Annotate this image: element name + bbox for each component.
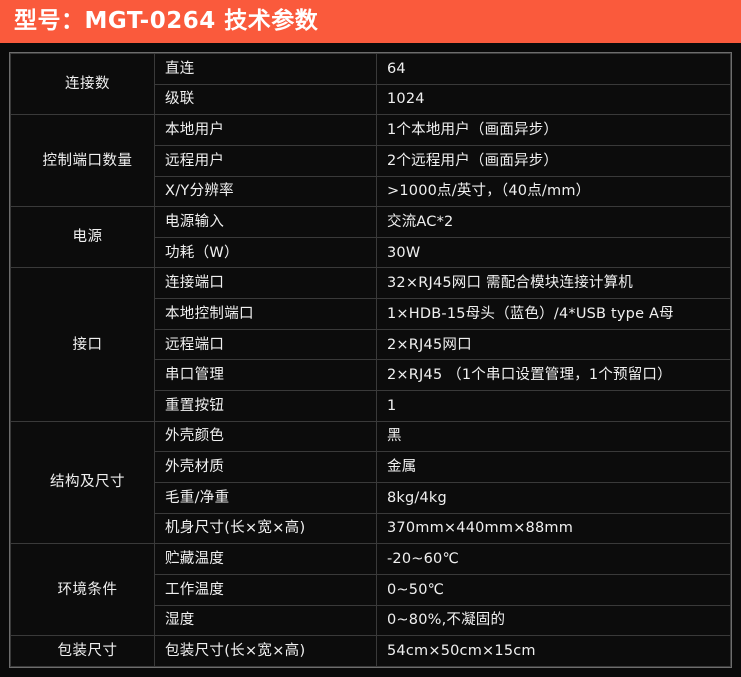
spec-item-value: 54cm×50cm×15cm bbox=[376, 635, 731, 667]
table-row: 串口管理 2×RJ45 （1个串口设置管理，1个预留口） bbox=[11, 359, 731, 392]
spec-table: 连接数 直连 64 级联 1024 控制端口数量 本地用户 1个本地用户（画面异步） 远程用户 2… bbox=[10, 52, 731, 667]
spec-table-container: 连接数 直连 64 级联 1024 控制端口数量 本地用户 1个本地用户（画面异步） 远程用户 2… bbox=[9, 52, 732, 668]
spec-item-value: 370mm×440mm×88mm bbox=[376, 512, 731, 545]
table-row: 功耗（W） 30W bbox=[11, 236, 731, 269]
spec-group-label: 环境条件 bbox=[10, 543, 155, 637]
spec-item-label: 连接端口 bbox=[154, 267, 377, 300]
page-title: 型号：MGT-0264 技术参数 bbox=[14, 8, 319, 34]
spec-group-label: 包装尺寸 bbox=[10, 635, 155, 667]
table-row: 重置按钮 1 bbox=[11, 390, 731, 422]
spec-item-label: 工作温度 bbox=[154, 573, 377, 606]
spec-table-body: 连接数 直连 64 级联 1024 控制端口数量 本地用户 1个本地用户（画面异步） 远程用户 2… bbox=[10, 52, 731, 667]
spec-item-value: 黑 bbox=[376, 420, 731, 453]
table-row: 毛重/净重 8kg/4kg bbox=[11, 481, 731, 514]
table-row: 控制端口数量 本地用户 1个本地用户（画面异步） bbox=[10, 114, 731, 208]
spec-item-value: 2×RJ45网口 bbox=[376, 328, 731, 361]
table-row: 电源 电源输入 交流AC*2 bbox=[10, 206, 731, 269]
table-row: 环境条件 贮藏温度 -20~60℃ bbox=[10, 543, 731, 637]
spec-item-value: 8kg/4kg bbox=[376, 481, 731, 514]
spec-item-label: 功耗（W） bbox=[154, 236, 377, 269]
table-row: 结构及尺寸 外壳颜色黑 bbox=[10, 420, 731, 545]
spec-item-label: 包装尺寸(长×宽×高) bbox=[154, 635, 377, 667]
spec-item-value: 1024 bbox=[376, 83, 731, 116]
spec-group-label: 连接数 bbox=[10, 52, 155, 116]
table-row: 连接数 直连 64 bbox=[10, 52, 731, 116]
spec-item-label: 贮藏温度 bbox=[154, 543, 377, 575]
spec-group-label: 接口 bbox=[10, 267, 155, 422]
spec-item-label: 外壳颜色 bbox=[154, 420, 377, 453]
spec-item-value: 32×RJ45网口 需配合模块连接计算机 bbox=[376, 267, 731, 300]
spec-item-label: 远程端口 bbox=[154, 328, 377, 361]
spec-item-label: 级联 bbox=[154, 83, 377, 116]
spec-item-label: 外壳材质 bbox=[154, 451, 377, 483]
spec-item-label: 直连 bbox=[154, 53, 377, 85]
table-row: 包装尺寸 包装尺寸(长×宽×高) 54cm×50cm×15cm bbox=[10, 635, 731, 667]
spec-item-value: 交流AC*2 bbox=[376, 206, 731, 238]
table-row: 远程端口 2×RJ45网口 bbox=[11, 328, 731, 361]
spec-item-value: 金属 bbox=[376, 451, 731, 483]
spec-group-label: 控制端口数量 bbox=[10, 114, 155, 208]
spec-item-label: 本地控制端口 bbox=[154, 298, 377, 330]
spec-item-label: 毛重/净重 bbox=[154, 481, 377, 514]
spec-item-value: 0~80%,不凝固的 bbox=[376, 604, 731, 637]
spec-item-label: 串口管理 bbox=[154, 359, 377, 392]
spec-item-value: 64 bbox=[376, 53, 731, 85]
spec-item-value: 2个远程用户（画面异步） bbox=[376, 144, 731, 177]
spec-item-value: 1个本地用户（画面异步） bbox=[376, 114, 731, 146]
spec-item-value: 30W bbox=[376, 236, 731, 269]
spec-item-value: 2×RJ45 （1个串口设置管理，1个预留口） bbox=[376, 359, 731, 392]
spec-group-label: 电源 bbox=[10, 206, 155, 269]
page-title-banner: 型号：MGT-0264 技术参数 bbox=[0, 0, 741, 43]
table-row: X/Y分辨率 >1000点/英寸，（40点/mm） bbox=[11, 175, 731, 208]
spec-item-label: 本地用户 bbox=[154, 114, 377, 146]
spec-item-label: 电源输入 bbox=[154, 206, 377, 238]
spec-item-label: 湿度 bbox=[154, 604, 377, 637]
spec-item-label: 机身尺寸(长×宽×高) bbox=[154, 512, 377, 545]
table-row: 接口 连接端口 32×RJ45网口 需配合模块连接计算机 bbox=[10, 267, 731, 422]
spec-item-label: 重置按钮 bbox=[154, 390, 377, 422]
spec-item-value: 1 bbox=[376, 390, 731, 422]
spec-item-value: 0~50℃ bbox=[376, 573, 731, 606]
table-row: 外壳材质 金属 bbox=[11, 451, 731, 483]
spec-item-label: X/Y分辨率 bbox=[154, 175, 377, 208]
spec-item-label: 远程用户 bbox=[154, 144, 377, 177]
table-row: 本地控制端口 1×HDB-15母头（蓝色）/4*USB type A母 bbox=[11, 298, 731, 330]
spec-item-value: >1000点/英寸，（40点/mm） bbox=[376, 175, 731, 208]
spec-item-value: 1×HDB-15母头（蓝色）/4*USB type A母 bbox=[376, 298, 731, 330]
table-row: 远程用户 2个远程用户（画面异步） bbox=[11, 144, 731, 177]
spec-item-value: -20~60℃ bbox=[376, 543, 731, 575]
table-row: 级联 1024 bbox=[11, 83, 731, 116]
spec-group-label: 结构及尺寸 bbox=[10, 420, 155, 545]
